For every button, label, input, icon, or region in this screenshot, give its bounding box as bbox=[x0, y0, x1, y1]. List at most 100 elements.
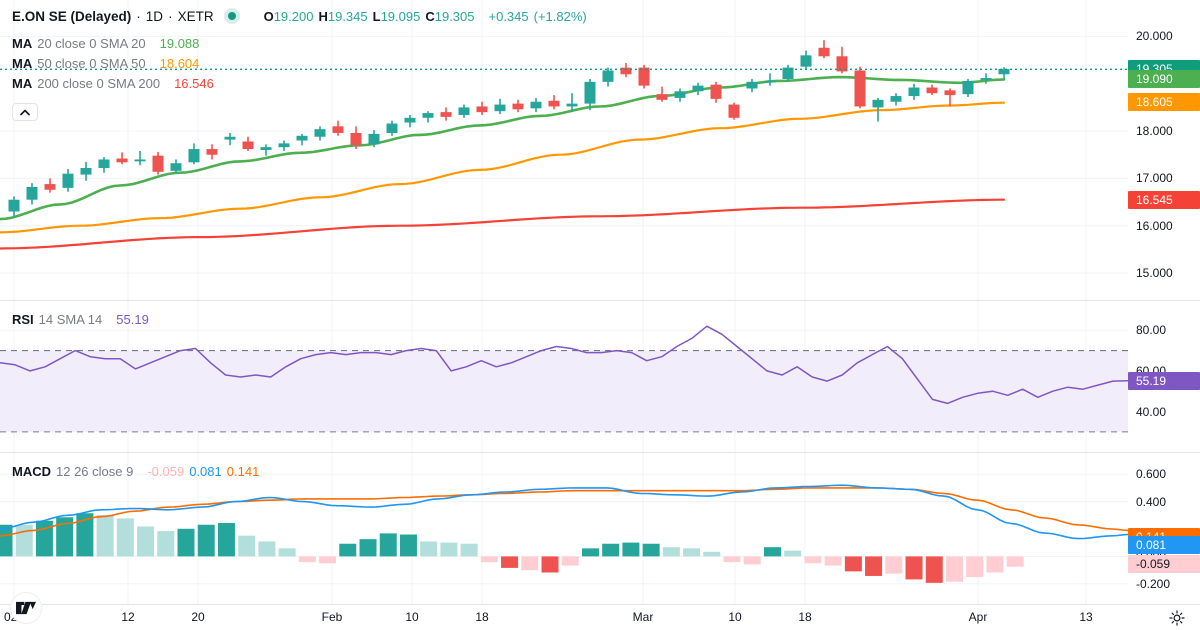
candlestick bbox=[800, 50, 812, 70]
macd-histogram-bar bbox=[581, 548, 599, 557]
macd-histogram-bar bbox=[541, 556, 559, 573]
time-tick-label: Apr bbox=[968, 610, 988, 624]
ma200-line bbox=[0, 198, 1006, 250]
candlestick bbox=[944, 88, 956, 107]
ma20-line bbox=[0, 75, 1006, 221]
time-tick-label: 18 bbox=[798, 610, 812, 624]
macd-histogram-bar bbox=[743, 556, 761, 565]
tradingview-logo[interactable] bbox=[10, 592, 42, 624]
candlestick bbox=[926, 84, 938, 96]
candlestick bbox=[62, 168, 74, 192]
ma-legend-row-50[interactable]: MA 50 close 0 SMA 50 18.604 bbox=[12, 53, 214, 73]
macd-histogram-bar bbox=[865, 556, 883, 576]
macd-histogram-bar bbox=[15, 524, 33, 557]
chevron-up-icon bbox=[20, 109, 30, 115]
macd-histogram-value: -0.059 bbox=[147, 463, 185, 479]
macd-histogram-bar bbox=[622, 542, 640, 557]
candlestick bbox=[260, 144, 272, 156]
ma-params: 20 close 0 SMA 20 bbox=[37, 35, 146, 51]
title-separator-2: · bbox=[168, 8, 173, 24]
macd-histogram-bar bbox=[258, 541, 276, 557]
candlestick bbox=[890, 93, 902, 106]
candlestick bbox=[350, 126, 362, 150]
macd-histogram-bar bbox=[723, 556, 741, 563]
price-change-percent: (+1.82%) bbox=[533, 8, 587, 24]
market-status-dot-icon bbox=[223, 8, 240, 24]
macd-histogram-bar bbox=[662, 547, 680, 557]
candlestick bbox=[674, 88, 686, 102]
candlestick bbox=[134, 150, 146, 166]
macd-params: 12 26 close 9 bbox=[56, 463, 134, 479]
macd-histogram-bar bbox=[35, 520, 53, 557]
gear-icon[interactable] bbox=[1168, 609, 1186, 627]
candlestick bbox=[368, 130, 380, 148]
ma-value: 19.088 bbox=[159, 35, 200, 51]
ma-legend-row-200[interactable]: MA 200 close 0 SMA 200 16.546 bbox=[12, 73, 214, 93]
macd-histogram-bar bbox=[278, 548, 296, 557]
candlestick bbox=[494, 98, 506, 115]
ma-legend-row-20[interactable]: MA 20 close 0 SMA 20 19.088 bbox=[12, 33, 214, 53]
candlestick bbox=[998, 67, 1010, 79]
rsi-pane[interactable] bbox=[0, 300, 1200, 452]
ma50-line bbox=[0, 101, 1006, 234]
macd-histogram-bar bbox=[784, 550, 802, 557]
candlestick bbox=[224, 132, 236, 146]
candlestick bbox=[566, 93, 578, 113]
candlestick bbox=[242, 136, 254, 151]
candlestick bbox=[440, 107, 452, 121]
macd-histogram-bar bbox=[137, 526, 155, 557]
candlestick bbox=[458, 104, 470, 118]
ma-params: 200 close 0 SMA 200 bbox=[37, 75, 161, 91]
macd-histogram-bar bbox=[824, 556, 842, 566]
symbol-legend-row[interactable]: E.ON SE (Delayed) · 1D · XETR O 19.200 H… bbox=[12, 6, 587, 26]
macd-histogram-bar bbox=[399, 534, 417, 557]
rsi-line bbox=[0, 325, 1128, 405]
close-label: C bbox=[425, 8, 435, 24]
candlestick bbox=[314, 126, 326, 141]
candlestick bbox=[422, 111, 434, 123]
candlestick bbox=[206, 144, 218, 160]
candlestick bbox=[764, 73, 776, 86]
macd-histogram-bar bbox=[501, 556, 519, 568]
price-pane[interactable] bbox=[0, 0, 1200, 300]
ma-name: MA bbox=[12, 55, 33, 71]
candlestick bbox=[602, 67, 614, 87]
time-scale[interactable]: 0261220Feb1018Mar1018Apr13 bbox=[0, 604, 1200, 630]
rsi-legend-row[interactable]: RSI 14 SMA 14 55.19 bbox=[12, 309, 149, 329]
macd-histogram-bar bbox=[602, 543, 620, 557]
macd-histogram-bar bbox=[440, 542, 458, 557]
macd-pane[interactable] bbox=[0, 452, 1200, 604]
macd-histogram-bar bbox=[480, 556, 498, 563]
macd-histogram-bar bbox=[683, 548, 701, 557]
candlestick bbox=[530, 97, 542, 113]
candlestick bbox=[188, 143, 200, 165]
time-tick-label: 10 bbox=[728, 610, 742, 624]
rsi-band-fill bbox=[0, 350, 1128, 432]
open-label: O bbox=[263, 8, 274, 24]
candlestick bbox=[584, 79, 596, 111]
exchange-label[interactable]: XETR bbox=[177, 8, 214, 24]
candlestick bbox=[872, 97, 884, 122]
rsi-value: 55.19 bbox=[116, 311, 149, 327]
ma-studies-legend: MA 20 close 0 SMA 20 19.088 MA 50 close 0 SM… bbox=[12, 33, 214, 93]
candlestick bbox=[8, 196, 20, 218]
price-change: +0.345 bbox=[488, 8, 529, 24]
macd-histogram-bar bbox=[339, 543, 357, 557]
macd-histogram-bar bbox=[885, 556, 903, 574]
ma-name: MA bbox=[12, 35, 33, 51]
interval-label[interactable]: 1D bbox=[145, 8, 164, 24]
candlestick bbox=[638, 64, 650, 89]
collapse-legend-button[interactable] bbox=[12, 103, 38, 121]
macd-histogram-bar bbox=[905, 556, 923, 580]
pane-separator-rsi[interactable] bbox=[0, 300, 1200, 301]
macd-histogram-bar bbox=[0, 524, 13, 557]
macd-legend-row[interactable]: MACD 12 26 close 9 -0.059 0.081 0.141 bbox=[12, 461, 259, 481]
macd-signal-value: 0.141 bbox=[226, 463, 260, 479]
macd-histogram-bar bbox=[945, 556, 963, 582]
macd-histogram-bar bbox=[197, 524, 215, 557]
macd-histogram-bar bbox=[76, 513, 94, 557]
symbol-title[interactable]: E.ON SE (Delayed) bbox=[12, 8, 132, 24]
macd-histogram-bar bbox=[359, 539, 377, 557]
pane-separator-macd[interactable] bbox=[0, 452, 1200, 453]
candlestick bbox=[782, 64, 794, 82]
